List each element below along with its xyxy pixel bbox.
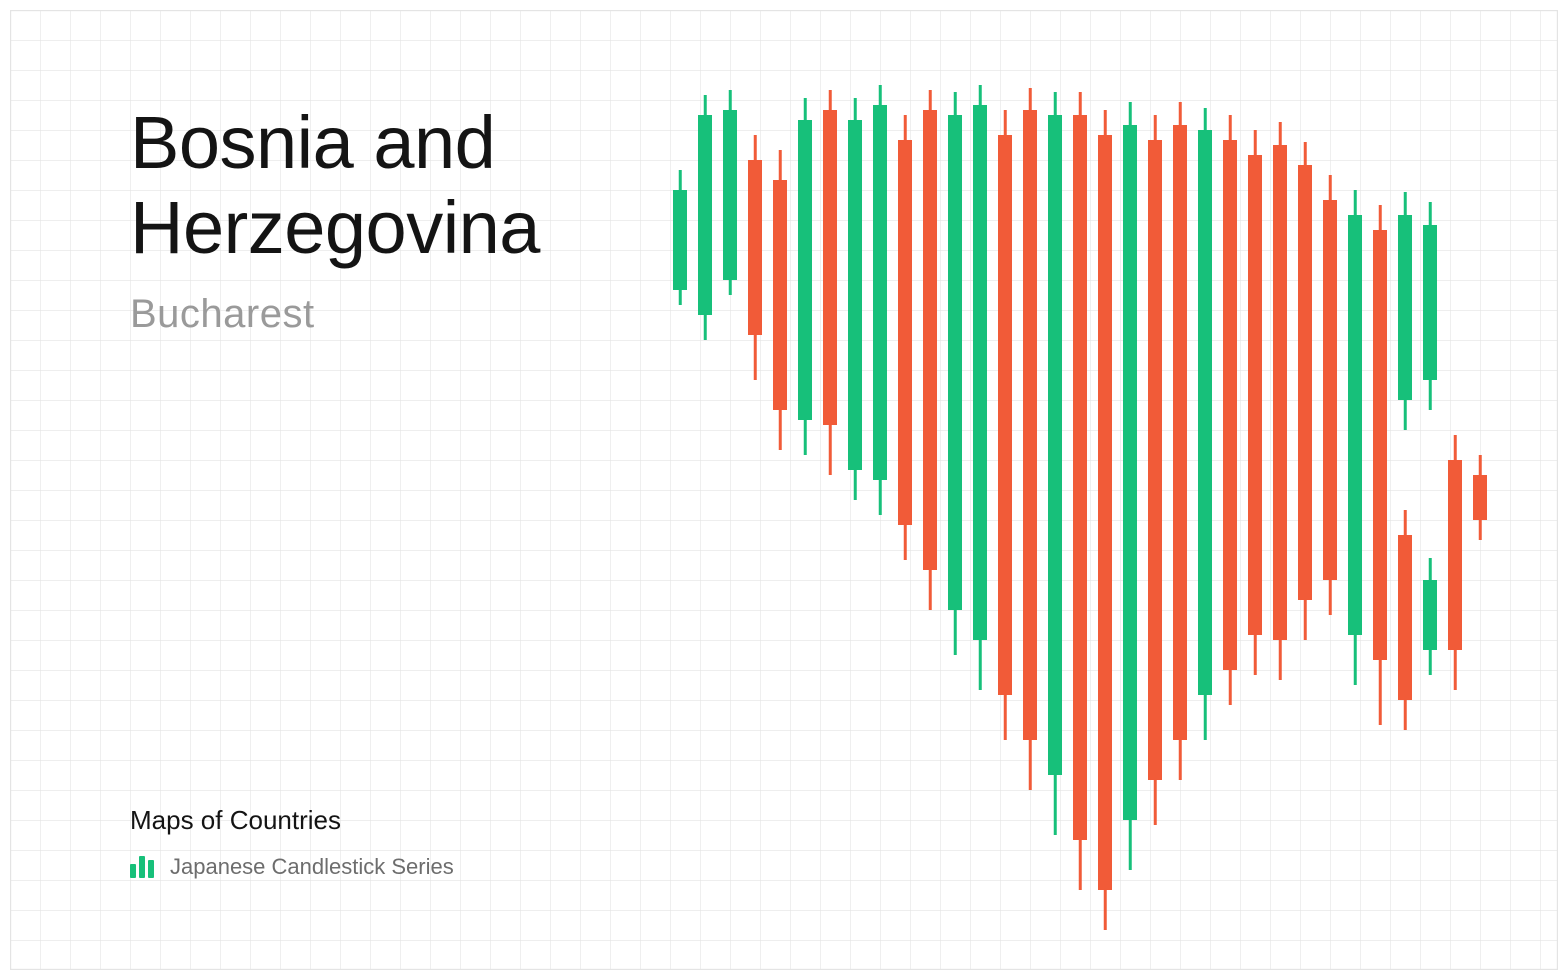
candlestick [1348,80,1362,950]
candlestick [1473,80,1487,950]
candlestick [823,80,837,950]
candle-body [1148,140,1162,780]
candlestick [1373,80,1387,950]
candle-body [1273,145,1287,640]
candle-body [1348,215,1362,635]
candle-body [1373,230,1387,660]
candle-body [1098,135,1112,890]
candlestick [973,80,987,950]
candlestick [798,80,812,950]
candle-body [1223,140,1237,670]
candlestick [1223,80,1237,950]
candlestick [1298,80,1312,950]
candle-body [898,140,912,525]
footer-series-label: Japanese Candlestick Series [170,854,454,880]
candle-body [1398,535,1412,700]
candlestick [848,80,862,950]
candlestick [1323,80,1337,950]
footer-block: Maps of Countries Japanese Candlestick S… [130,805,454,880]
footer-series-row: Japanese Candlestick Series [130,854,454,880]
candle-body [673,190,687,290]
candle-body [848,120,862,470]
candlestick [1248,80,1262,950]
capital-subtitle: Bucharest [130,292,315,337]
candle-body [1048,115,1062,775]
candlestick-map [660,80,1520,950]
country-title: Bosnia and Herzegovina [130,100,540,270]
candle-body [1323,200,1337,580]
candlestick [923,80,937,950]
candlestick [698,80,712,950]
candlestick [948,80,962,950]
chart-frame: Bosnia and Herzegovina Bucharest Maps of… [10,10,1558,970]
candle-body [773,180,787,410]
footer-title: Maps of Countries [130,805,454,836]
candle-body [923,110,937,570]
title-line-2: Herzegovina [130,186,540,269]
candle-body [723,110,737,280]
candle-body [1473,475,1487,520]
candle-body [1173,125,1187,740]
candlestick [1123,80,1137,950]
candle-body [1448,460,1462,650]
candlestick [723,80,737,950]
candle-body [1073,115,1087,840]
candle-body [998,135,1012,695]
candlestick [873,80,887,950]
candle-body [973,105,987,640]
candle-body [698,115,712,315]
candle-body [1198,130,1212,695]
candlestick [1173,80,1187,950]
candlestick [1073,80,1087,950]
candle-body [873,105,887,480]
candlestick [1448,80,1462,950]
candlestick [1273,80,1287,950]
candlestick [773,80,787,950]
candlestick [748,80,762,950]
candle-body [1248,155,1262,635]
candle-body [1023,110,1037,740]
candle-body [948,115,962,610]
candle-body [798,120,812,420]
candlestick [1048,80,1062,950]
candlestick [898,80,912,950]
candlestick [1198,80,1212,950]
candle-body [1423,580,1437,650]
candle-body [748,160,762,335]
candlestick [1148,80,1162,950]
candlestick [1023,80,1037,950]
candle-body [1298,165,1312,600]
candlestick-icon [130,856,154,878]
title-line-1: Bosnia and [130,101,495,184]
candlestick [1423,80,1437,950]
candlestick [998,80,1012,950]
candlestick [1098,80,1112,950]
candlestick [673,80,687,950]
candle-body [1123,125,1137,820]
candle-body [823,110,837,425]
candlestick [1398,80,1412,950]
